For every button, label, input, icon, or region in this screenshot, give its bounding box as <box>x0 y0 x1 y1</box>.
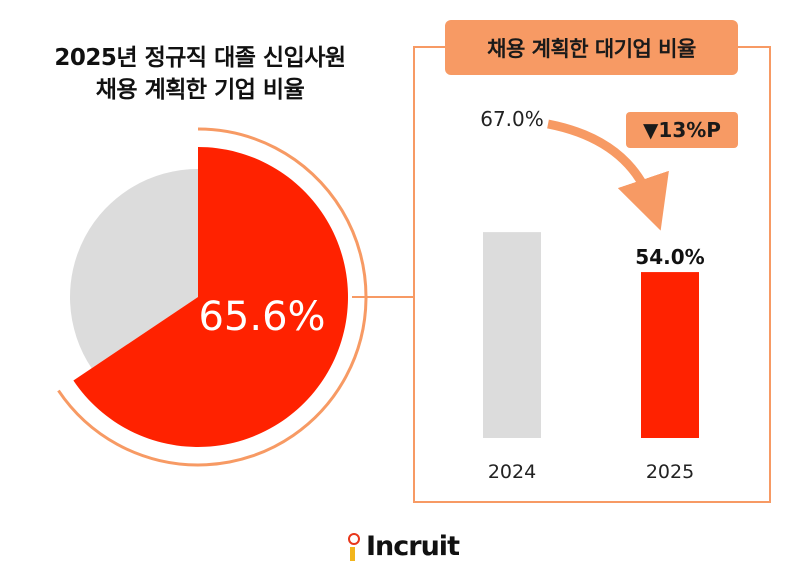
brand-name: Incruit <box>366 530 460 562</box>
pie-value-label: 65.6% <box>198 294 325 340</box>
x-tick-label-2025: 2025 <box>646 461 694 483</box>
pie-slice-remainder <box>70 169 198 369</box>
pie-outer-arc <box>57 127 368 467</box>
bar-panel-title: 채용 계획한 대기업 비율 <box>445 20 738 75</box>
change-badge: ▼13%P <box>626 112 738 148</box>
bar-2025 <box>641 272 699 438</box>
bar-2024 <box>483 232 541 438</box>
bar-value-label-2025: 54.0% <box>635 245 704 269</box>
x-tick-label-2024: 2024 <box>488 461 536 483</box>
incruit-logo: Incruit <box>348 530 460 562</box>
pie-slice-main <box>73 147 348 447</box>
logo-mark-icon <box>348 531 364 561</box>
chart-title-line-2: 채용 계획한 기업 비율 <box>95 77 305 103</box>
chart-title-line-1: 2025년 정규직 대졸 신입사원 <box>54 45 346 71</box>
bar-value-label-2024: 67.0% <box>480 107 544 131</box>
decrease-arrow <box>547 119 669 231</box>
